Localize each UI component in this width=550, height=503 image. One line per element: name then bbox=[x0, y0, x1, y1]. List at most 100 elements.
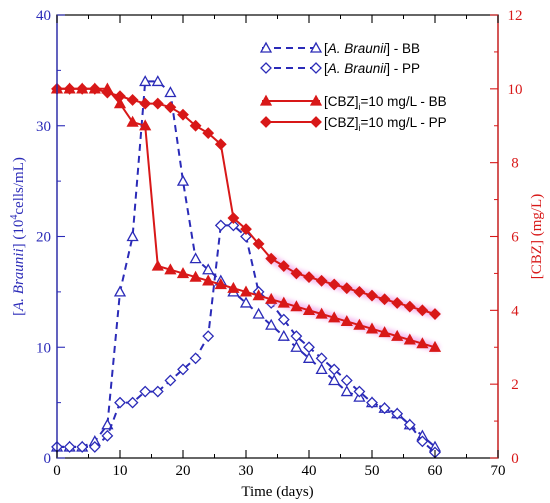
series-2 bbox=[51, 219, 441, 459]
right-tick-label: 8 bbox=[511, 156, 519, 172]
data-point bbox=[239, 296, 253, 308]
legend-marker bbox=[260, 62, 272, 74]
data-point bbox=[340, 385, 353, 397]
data-point bbox=[164, 263, 177, 275]
data-point bbox=[315, 307, 328, 319]
right-tick-label: 4 bbox=[511, 303, 519, 319]
legend-label: [CBZ]i=10 mg/L - BB bbox=[324, 94, 447, 112]
data-point bbox=[429, 308, 441, 320]
series-line bbox=[57, 80, 436, 448]
right-tick-label: 2 bbox=[511, 377, 519, 393]
data-point bbox=[303, 271, 315, 284]
legend-label: [CBZ]i=10 mg/L - PP bbox=[324, 115, 447, 133]
plot-frame bbox=[56, 14, 499, 459]
series-3 bbox=[50, 82, 442, 352]
data-point bbox=[189, 252, 202, 264]
data-point bbox=[63, 82, 76, 95]
x-tick-label: 40 bbox=[302, 463, 317, 479]
data-point bbox=[214, 138, 227, 151]
data-point bbox=[177, 363, 189, 376]
data-point bbox=[378, 293, 391, 306]
data-point bbox=[151, 259, 164, 271]
data-point bbox=[290, 330, 303, 343]
data-point bbox=[328, 311, 341, 323]
data-point bbox=[126, 396, 139, 409]
data-point bbox=[302, 303, 316, 315]
data-point bbox=[240, 223, 252, 236]
data-point bbox=[126, 93, 139, 106]
data-point bbox=[378, 326, 391, 338]
data-point bbox=[303, 341, 315, 354]
data-point bbox=[315, 352, 328, 365]
right-tick-label: 12 bbox=[508, 8, 523, 24]
left-tick-label: 20 bbox=[36, 230, 51, 246]
data-point bbox=[366, 396, 378, 409]
left-tick-label: 40 bbox=[36, 8, 51, 24]
series-1 bbox=[50, 75, 442, 452]
data-point bbox=[277, 296, 290, 308]
data-point bbox=[202, 330, 215, 343]
data-point bbox=[252, 307, 265, 319]
data-point bbox=[378, 402, 391, 415]
data-point bbox=[302, 351, 316, 363]
data-point bbox=[416, 337, 429, 349]
data-point bbox=[101, 429, 114, 442]
data-point bbox=[240, 230, 252, 243]
data-point bbox=[239, 285, 253, 297]
data-point bbox=[416, 304, 429, 317]
data-point bbox=[290, 340, 303, 352]
data-point bbox=[315, 363, 328, 375]
data-point bbox=[114, 90, 126, 103]
legend-marker bbox=[260, 116, 272, 128]
data-point bbox=[391, 407, 404, 420]
data-point bbox=[277, 329, 290, 341]
data-point bbox=[265, 318, 278, 330]
x-tick-label: 10 bbox=[113, 463, 128, 479]
data-point bbox=[353, 285, 366, 298]
data-point bbox=[189, 352, 202, 365]
data-point bbox=[139, 75, 152, 87]
data-point bbox=[227, 219, 240, 232]
data-point bbox=[88, 441, 101, 453]
left-axis-title: [A. Braunii] (104cells/mL) bbox=[9, 157, 27, 316]
left-tick-label: 10 bbox=[36, 340, 51, 356]
data-point bbox=[202, 274, 215, 286]
right-axis-title: [CBZ] (mg/L) bbox=[529, 194, 545, 279]
left-tick-label: 0 bbox=[44, 451, 52, 467]
data-point bbox=[164, 101, 177, 114]
data-point bbox=[290, 267, 303, 280]
data-point bbox=[365, 322, 379, 334]
data-point bbox=[328, 363, 341, 376]
data-point bbox=[113, 97, 127, 109]
legend-label: [A. Braunii] - BB bbox=[324, 41, 420, 56]
x-tick-label: 20 bbox=[176, 463, 191, 479]
legend-marker bbox=[259, 94, 273, 106]
data-point bbox=[277, 313, 290, 326]
data-point bbox=[151, 97, 164, 110]
legend-entry-2: [A. Braunii] - PP bbox=[260, 61, 420, 76]
x-tick-label: 60 bbox=[428, 463, 443, 479]
x-axis-title: Time (days) bbox=[241, 484, 313, 500]
data-point bbox=[391, 329, 404, 341]
data-point bbox=[403, 333, 416, 345]
data-point bbox=[277, 260, 290, 272]
data-point bbox=[88, 82, 101, 95]
data-point bbox=[252, 237, 265, 250]
data-point bbox=[391, 297, 404, 309]
data-point bbox=[76, 441, 89, 453]
x-tick-label: 30 bbox=[239, 463, 254, 479]
legend-marker bbox=[309, 94, 323, 106]
data-point bbox=[139, 119, 152, 131]
data-point bbox=[139, 385, 152, 398]
data-point bbox=[403, 418, 416, 431]
data-point bbox=[151, 75, 164, 87]
left-tick-label: 30 bbox=[36, 119, 51, 135]
data-point bbox=[227, 212, 240, 224]
legend-entry-1: [A. Braunii] - BB bbox=[259, 41, 420, 56]
data-point bbox=[403, 300, 416, 313]
legend-marker bbox=[259, 41, 273, 53]
legend-marker bbox=[310, 116, 322, 128]
data-point bbox=[227, 281, 240, 293]
data-point bbox=[366, 289, 378, 302]
